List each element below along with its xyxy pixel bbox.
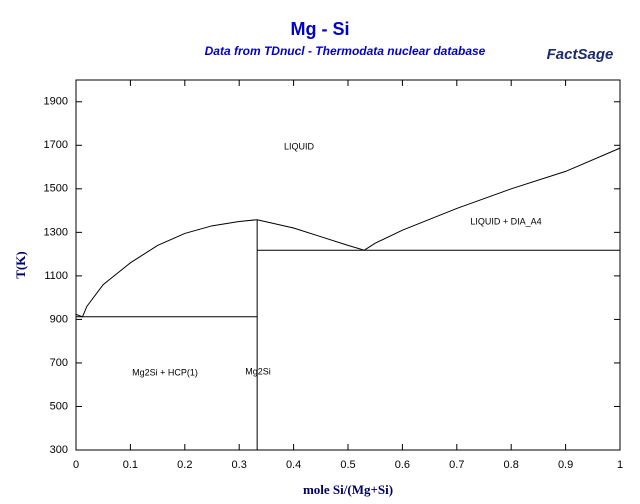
x-tick-label: 0.1 <box>123 459 138 471</box>
y-tick-label: 1500 <box>44 183 68 195</box>
x-tick-label: 0.4 <box>286 459 301 471</box>
logo: FactSage <box>547 46 614 63</box>
y-tick-label: 500 <box>50 400 68 412</box>
phase-label: Mg2Si + HCP(1) <box>132 367 198 377</box>
y-axis-label: T(K) <box>13 251 28 278</box>
y-tick-label: 1300 <box>44 226 68 238</box>
x-axis-label: mole Si/(Mg+Si) <box>303 482 393 497</box>
x-tick-label: 0.6 <box>395 459 410 471</box>
x-tick-label: 0.3 <box>232 459 247 471</box>
phase-label: LIQUID + DIA_A4 <box>470 216 541 226</box>
chart-subtitle: Data from TDnucl - Thermodata nuclear da… <box>205 44 486 58</box>
x-tick-label: 1 <box>617 459 623 471</box>
x-tick-label: 0 <box>73 459 79 471</box>
y-tick-label: 1900 <box>44 96 68 108</box>
phase-label: LIQUID <box>284 141 315 151</box>
y-tick-label: 1100 <box>44 270 68 282</box>
plot-frame <box>75 79 621 451</box>
y-tick-label: 700 <box>50 357 68 369</box>
y-tick-label: 300 <box>50 444 68 456</box>
x-tick-label: 0.8 <box>504 459 519 471</box>
y-tick-label: 900 <box>50 313 68 325</box>
phase-label: Mg2Si <box>245 366 271 376</box>
y-tick-label: 1700 <box>44 139 68 151</box>
chart-title: Mg - Si <box>291 19 350 39</box>
phase-boundary <box>257 147 621 251</box>
x-tick-label: 0.9 <box>558 459 573 471</box>
x-tick-label: 0.7 <box>449 459 464 471</box>
phase-boundary <box>75 219 258 318</box>
x-tick-label: 0.5 <box>340 459 355 471</box>
x-tick-label: 0.2 <box>177 459 192 471</box>
